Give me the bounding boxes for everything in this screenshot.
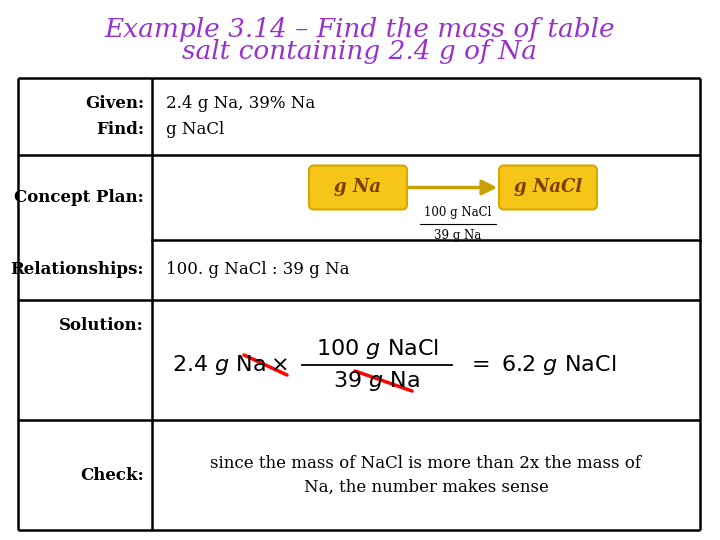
Text: g NaCl: g NaCl bbox=[514, 179, 582, 197]
Text: $100\ \mathit{g}\ \mathrm{NaCl}$: $100\ \mathit{g}\ \mathrm{NaCl}$ bbox=[315, 337, 438, 361]
Text: since the mass of NaCl is more than 2x the mass of: since the mass of NaCl is more than 2x t… bbox=[210, 455, 642, 471]
Text: $39\ \mathit{g}\ \mathrm{Na}$: $39\ \mathit{g}\ \mathrm{Na}$ bbox=[333, 369, 420, 393]
Text: Relationships:: Relationships: bbox=[11, 261, 144, 279]
Text: salt containing 2.4 g of Na: salt containing 2.4 g of Na bbox=[182, 39, 538, 64]
Text: 100 g NaCl: 100 g NaCl bbox=[424, 206, 492, 219]
Text: g NaCl: g NaCl bbox=[166, 121, 224, 138]
Text: Na, the number makes sense: Na, the number makes sense bbox=[304, 478, 549, 496]
Text: Find:: Find: bbox=[96, 121, 144, 138]
Text: Example 3.14 – Find the mass of table: Example 3.14 – Find the mass of table bbox=[104, 17, 616, 43]
FancyBboxPatch shape bbox=[309, 165, 407, 210]
Text: 39 g Na: 39 g Na bbox=[434, 229, 482, 242]
FancyBboxPatch shape bbox=[499, 165, 597, 210]
Text: Concept Plan:: Concept Plan: bbox=[14, 189, 144, 206]
Text: $=\ 6.2\ \mathit{g}\ \mathrm{NaCl}$: $=\ 6.2\ \mathit{g}\ \mathrm{NaCl}$ bbox=[467, 353, 616, 377]
Text: Solution:: Solution: bbox=[59, 316, 144, 334]
Text: $2.4\ \mathit{g}\ \mathrm{Na}\times$: $2.4\ \mathit{g}\ \mathrm{Na}\times$ bbox=[172, 353, 288, 377]
Text: Given:: Given: bbox=[85, 95, 144, 112]
Text: 2.4 g Na, 39% Na: 2.4 g Na, 39% Na bbox=[166, 95, 315, 112]
Text: Check:: Check: bbox=[80, 467, 144, 483]
Text: g Na: g Na bbox=[335, 179, 382, 197]
Text: 100. g NaCl : 39 g Na: 100. g NaCl : 39 g Na bbox=[166, 261, 349, 279]
